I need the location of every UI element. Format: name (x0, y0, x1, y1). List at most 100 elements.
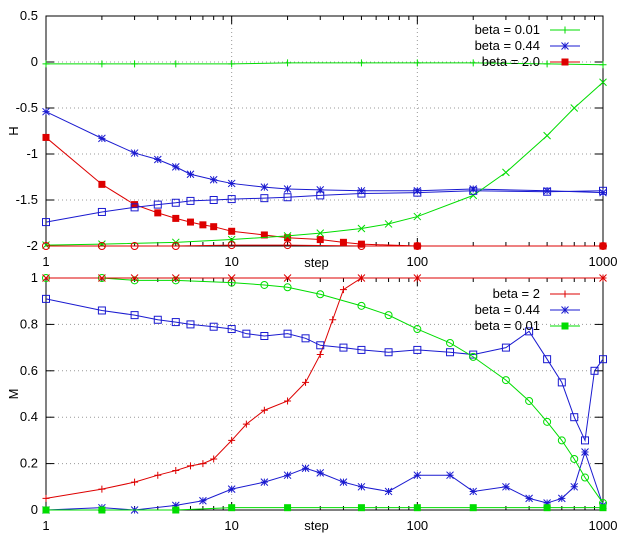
data-point (469, 504, 477, 512)
data-point (543, 187, 552, 196)
data-point (357, 240, 365, 248)
series-6 (42, 274, 607, 282)
series-line (45, 81, 604, 246)
data-point (98, 180, 106, 188)
series-line (45, 111, 604, 194)
data-point (413, 212, 422, 221)
data-point (599, 188, 607, 197)
data-point (357, 345, 366, 354)
data-point (199, 496, 207, 505)
data-point (227, 195, 236, 204)
data-point (97, 207, 106, 216)
data-point (42, 494, 50, 502)
data-point (599, 355, 607, 364)
data-point (242, 329, 251, 338)
data-point (357, 504, 365, 512)
data-point (502, 168, 510, 177)
data-point (469, 59, 477, 67)
data-point (228, 227, 236, 235)
data-point (210, 455, 218, 463)
legend-label: beta = 2.0 (482, 54, 540, 69)
data-point (469, 186, 478, 195)
data-point (543, 355, 552, 364)
x-tick-label: 10 (224, 518, 238, 533)
y-tick-label: 0 (31, 502, 38, 517)
y-tick-label: 0.6 (20, 363, 38, 378)
data-point (570, 104, 579, 112)
series-1 (42, 59, 607, 69)
data-point (357, 224, 366, 233)
series-3 (42, 504, 607, 514)
data-point (186, 170, 195, 179)
data-point (131, 201, 139, 209)
y-tick-label: -2 (26, 238, 38, 253)
series-2 (42, 448, 607, 514)
data-point (130, 149, 139, 157)
data-point (446, 338, 455, 347)
data-point (357, 186, 366, 195)
y-axis: 0.5 0 -0.5 -1 -1.5 -2 (16, 8, 603, 253)
data-point (357, 189, 366, 198)
data-point (339, 238, 347, 246)
legend-swatch-marker (561, 42, 569, 50)
y-tick-label: 0 (31, 54, 38, 69)
x-tick-label: 1 (42, 518, 49, 533)
data-point (413, 325, 422, 334)
data-point (42, 294, 50, 303)
legend-swatch-marker (561, 322, 569, 330)
data-point (186, 320, 195, 329)
data-point (302, 378, 310, 386)
data-point (543, 186, 551, 195)
data-point (599, 499, 607, 508)
x-tick-label: 1000 (589, 254, 618, 269)
series-line (46, 244, 603, 247)
data-point (316, 469, 325, 477)
x-tick-label: 1000 (589, 518, 618, 533)
y-tick-label: -1 (26, 146, 38, 161)
data-point (199, 460, 207, 468)
grid (46, 278, 603, 510)
data-point (171, 198, 180, 207)
data-point (599, 78, 607, 87)
data-point (384, 220, 393, 228)
data-point (469, 191, 478, 200)
data-point (172, 60, 180, 68)
data-point (557, 494, 566, 503)
series-1 (42, 274, 607, 502)
data-point (186, 196, 195, 205)
data-point (227, 179, 236, 188)
x-axis-label: step (304, 255, 329, 270)
data-point (97, 242, 106, 250)
data-point (42, 60, 50, 68)
data-point (413, 504, 421, 512)
data-point (570, 413, 579, 422)
data-point (469, 487, 478, 496)
y-tick-label: -1.5 (16, 192, 38, 207)
data-point (502, 482, 510, 491)
data-point (98, 60, 106, 68)
data-point (153, 200, 162, 209)
data-point (413, 345, 422, 354)
data-point (209, 175, 218, 184)
series-line (46, 507, 603, 511)
data-point (42, 274, 50, 282)
data-point (357, 274, 366, 282)
legend-label: beta = 0.01 (475, 318, 540, 333)
legend-label: beta = 0.01 (475, 22, 540, 37)
data-point (228, 504, 236, 512)
series-line (45, 190, 604, 223)
data-point (581, 436, 590, 445)
data-point (131, 60, 139, 68)
data-point (329, 316, 337, 324)
data-point (284, 397, 292, 405)
data-point (357, 242, 366, 250)
legend-label: beta = 0.44 (475, 302, 540, 317)
legend-label: beta = 2 (493, 286, 540, 301)
data-point (413, 274, 422, 282)
data-point (153, 315, 162, 324)
data-point (543, 60, 551, 68)
data-point (42, 241, 50, 249)
